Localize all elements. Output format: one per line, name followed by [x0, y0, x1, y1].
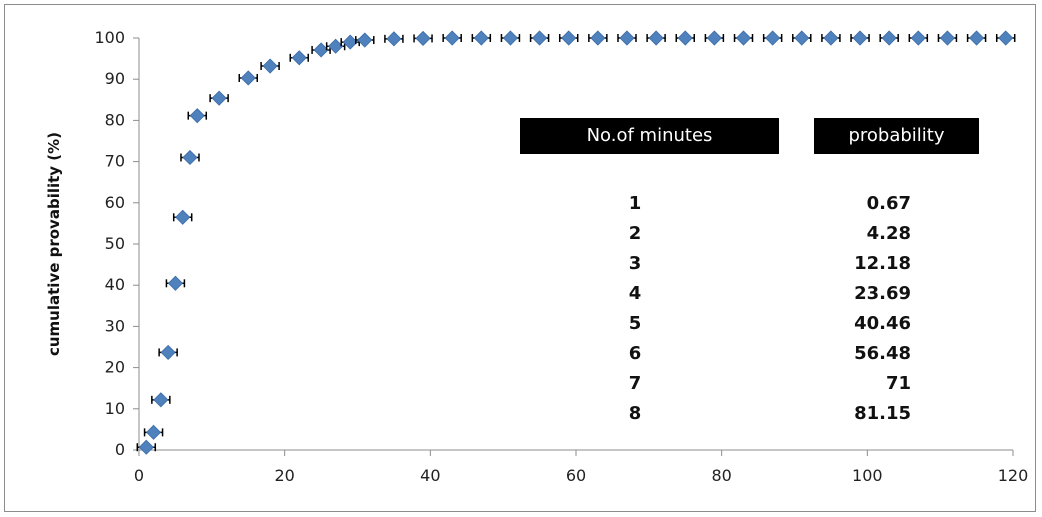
data-point	[153, 392, 169, 408]
table-header-probability: probability	[814, 118, 979, 154]
y-tick-label: 70	[105, 152, 125, 171]
table-cell-minutes: 3	[628, 253, 642, 274]
data-point	[852, 30, 868, 46]
data-point	[386, 31, 402, 47]
data-point	[735, 30, 752, 46]
data-point	[146, 424, 162, 440]
y-axis-label: cumulative provability (%)	[45, 132, 63, 356]
data-point	[167, 275, 183, 291]
data-point	[262, 58, 278, 74]
table-cell-probability: 81.15	[854, 403, 911, 424]
table-cell-probability: 12.18	[854, 253, 911, 274]
y-tick-label: 40	[105, 275, 125, 294]
data-point	[342, 34, 358, 50]
data-point	[706, 30, 722, 46]
table-cell-probability: 40.46	[854, 313, 911, 334]
y-tick-label: 50	[105, 234, 125, 253]
x-tick-label: 20	[274, 466, 294, 485]
y-tick-label: 100	[94, 28, 125, 47]
y-tick-label: 0	[115, 440, 125, 459]
data-point	[794, 30, 810, 46]
x-tick-label: 60	[566, 466, 586, 485]
data-point	[189, 108, 205, 124]
data-point	[677, 30, 693, 46]
table-cell-minutes: 8	[628, 403, 642, 424]
data-point	[881, 30, 897, 46]
table-cell-probability: 23.69	[854, 283, 911, 304]
data-point	[357, 32, 373, 48]
data-point	[939, 30, 956, 46]
data-point	[175, 209, 191, 225]
table-cell-minutes: 6	[628, 343, 642, 364]
table-header-minutes: No.of minutes	[520, 118, 779, 154]
y-tick-label: 10	[105, 399, 125, 418]
table-cell-minutes: 5	[628, 313, 642, 334]
chart-frame	[4, 4, 1036, 512]
data-point	[823, 30, 839, 46]
y-tick-label: 60	[105, 193, 125, 212]
table-cell-probability: 71	[885, 373, 911, 394]
x-tick-label: 80	[711, 466, 731, 485]
table-cell-probability: 0.67	[866, 193, 911, 214]
data-point	[240, 70, 256, 86]
table-cell-minutes: 2	[628, 223, 642, 244]
data-point	[969, 30, 985, 46]
data-point	[313, 42, 329, 58]
y-tick-label: 20	[105, 358, 125, 377]
y-tick-label: 80	[105, 110, 125, 129]
x-tick-label: 0	[134, 466, 144, 485]
data-point	[473, 30, 489, 46]
data-point	[590, 30, 606, 46]
data-point	[998, 30, 1014, 46]
table-cell-minutes: 4	[628, 283, 642, 304]
data-point	[502, 30, 519, 46]
data-point	[182, 149, 198, 166]
data-point	[291, 50, 307, 66]
x-tick-label: 100	[852, 466, 883, 485]
data-point	[138, 439, 154, 455]
data-point	[532, 30, 548, 46]
table-cell-minutes: 7	[628, 373, 642, 394]
table-cell-probability: 4.28	[866, 223, 911, 244]
data-point	[648, 30, 664, 46]
data-point	[415, 30, 431, 46]
x-tick-label: 40	[420, 466, 440, 485]
data-point	[910, 30, 926, 46]
data-point	[619, 30, 635, 46]
table-cell-minutes: 1	[628, 193, 642, 214]
y-tick-label: 90	[105, 69, 125, 88]
data-point	[211, 90, 227, 106]
data-point	[765, 30, 781, 46]
data-point	[444, 30, 460, 46]
x-tick-label: 120	[998, 466, 1029, 485]
data-point	[160, 344, 176, 360]
y-tick-label: 30	[105, 316, 125, 335]
data-point	[328, 38, 344, 54]
table-cell-probability: 56.48	[854, 343, 911, 364]
data-point	[561, 30, 577, 46]
